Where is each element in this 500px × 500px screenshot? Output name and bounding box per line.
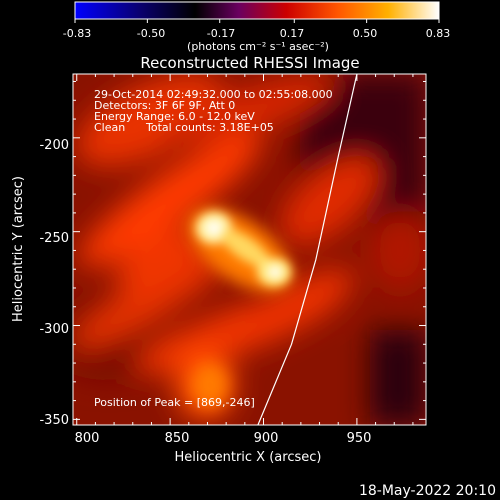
y-axis-label: Heliocentric Y (arcsec) xyxy=(11,176,26,322)
footer-date: 18-May-2022 20:10 xyxy=(359,483,496,499)
heatmap-image xyxy=(73,74,426,425)
colorbar xyxy=(74,1,440,20)
x-tick-label: 800 xyxy=(75,431,100,446)
x-tick-label: 950 xyxy=(347,431,372,446)
plot-frame xyxy=(72,73,427,426)
colorbar-tick-label: -0.83 xyxy=(63,27,91,40)
colorbar-tick-label: -0.50 xyxy=(137,27,165,40)
colorbar-units: (photons cm⁻² s⁻¹ asec⁻²) xyxy=(187,40,329,53)
chart-title: Reconstructed RHESSI Image xyxy=(140,54,359,72)
annotation-peak-position: Position of Peak = [869,-246] xyxy=(94,396,255,409)
x-tick-label: 850 xyxy=(165,431,190,446)
annotation-energy-range: Energy Range: 6.0 - 12.0 keV xyxy=(94,110,255,123)
annotation-method: Clean xyxy=(94,121,125,134)
annotation-total-counts: Total counts: 3.18E+05 xyxy=(145,121,274,134)
colorbar-ticks xyxy=(74,19,440,23)
colorbar-tick-label: 0.83 xyxy=(426,27,451,40)
solar-limb-curve xyxy=(257,74,358,425)
y-tick-label: -250 xyxy=(39,231,69,246)
annotation-time-range: 29-Oct-2014 02:49:32.000 to 02:55:08.000 xyxy=(94,88,333,101)
colorbar-tick-label: -0.17 xyxy=(207,27,235,40)
y-tick-label: -200 xyxy=(39,138,69,153)
y-tick-label: -300 xyxy=(39,322,69,337)
axis-ticks xyxy=(73,74,426,425)
colorbar-tick-label: 0.50 xyxy=(353,27,378,40)
y-tick-label: -350 xyxy=(39,413,69,428)
colorbar-tick-label: 0.17 xyxy=(280,27,305,40)
annotation-detectors: Detectors: 3F 6F 9F, Att 0 xyxy=(94,99,235,112)
x-tick-label: 900 xyxy=(254,431,279,446)
x-axis-label: Heliocentric X (arcsec) xyxy=(175,450,322,465)
